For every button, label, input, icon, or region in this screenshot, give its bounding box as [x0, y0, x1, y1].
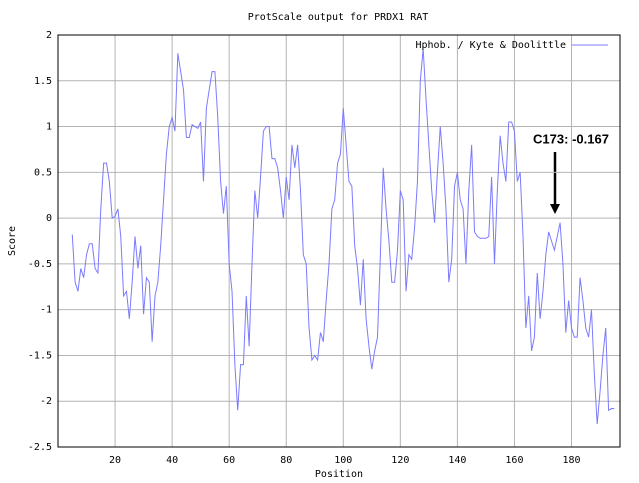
legend-label: Hphob. / Kyte & Doolittle — [415, 40, 566, 51]
y-tick-label: -2 — [40, 396, 52, 407]
y-tick-label: -2.5 — [28, 442, 52, 453]
x-tick-label: 80 — [280, 455, 292, 466]
x-tick-label: 180 — [562, 455, 580, 466]
y-tick-label: 2 — [46, 30, 52, 41]
y-tick-label: 0.5 — [34, 167, 52, 178]
x-tick-label: 40 — [166, 455, 178, 466]
y-tick-label: -0.5 — [28, 259, 52, 270]
x-tick-label: 120 — [391, 455, 409, 466]
y-tick-label: -1.5 — [28, 350, 52, 361]
x-tick-label: 140 — [448, 455, 466, 466]
x-tick-label: 100 — [334, 455, 352, 466]
annotation: C173: -0.167 — [533, 131, 609, 146]
y-axis-label: Score — [7, 226, 18, 256]
plot-frame — [57, 34, 621, 448]
y-tick-label: -1 — [40, 305, 52, 316]
x-axis-label: Position — [315, 469, 363, 480]
x-tick-label: 160 — [505, 455, 523, 466]
y-tick-label: 1.5 — [34, 76, 52, 87]
x-tick-label: 60 — [223, 455, 235, 466]
series-line — [71, 48, 615, 425]
y-tick-label: 0 — [46, 213, 52, 224]
x-tick-label: 20 — [109, 455, 121, 466]
annotation-arrowhead — [550, 204, 560, 214]
y-tick-label: 1 — [46, 122, 52, 133]
chart-title: ProtScale output for PRDX1 RAT — [248, 12, 429, 23]
